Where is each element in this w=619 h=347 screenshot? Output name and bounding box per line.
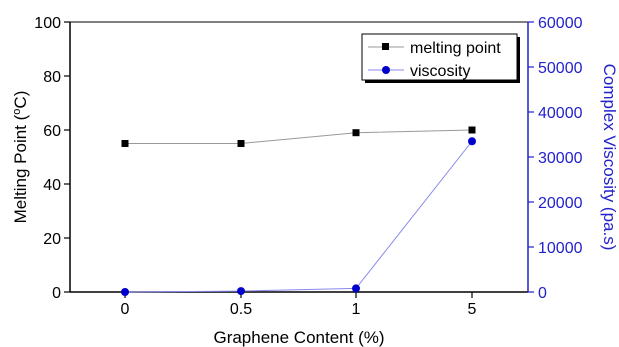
left-axis-ticks: 0 20 40 60 80 100 (34, 15, 70, 302)
series-line-melting-point (125, 129, 473, 144)
data-point-melting-point (468, 126, 476, 134)
legend-label-viscosity: viscosity (410, 63, 470, 80)
left-axis-title: Melting Point (oC) (11, 91, 30, 224)
right-axis-title: Complex Viscosity (pa.s) (600, 64, 619, 251)
data-point-viscosity (121, 288, 129, 296)
left-tick-label: 40 (43, 177, 61, 194)
left-tick-label: 60 (43, 123, 61, 140)
legend-marker-viscosity (382, 66, 390, 74)
right-axis-ticks: 0 10000 20000 30000 40000 50000 60000 (528, 15, 583, 302)
x-tick-label: 0.5 (230, 301, 252, 318)
series-layer (121, 126, 476, 296)
right-tick-label: 60000 (538, 15, 583, 32)
data-point-viscosity (468, 137, 476, 146)
left-tick-label: 20 (43, 231, 61, 248)
right-tick-label: 0 (538, 285, 547, 302)
left-tick-label: 0 (52, 285, 61, 302)
x-tick-label: 1 (352, 301, 361, 318)
left-tick-label: 80 (43, 69, 61, 86)
x-tick-label: 0 (121, 301, 130, 318)
right-tick-label: 30000 (538, 150, 583, 167)
legend: melting point viscosity (361, 33, 520, 83)
series-line-viscosity (124, 140, 473, 293)
data-point-melting-point (352, 129, 360, 137)
x-axis-ticks: 0 0.5 1 5 (121, 292, 477, 318)
x-axis-title: Graphene Content (%) (213, 328, 384, 347)
data-point-melting-point (237, 140, 245, 147)
right-tick-label: 50000 (538, 60, 583, 77)
data-point-viscosity (352, 284, 360, 293)
right-tick-label: 40000 (538, 105, 583, 122)
legend-marker-melting-point (382, 43, 389, 50)
left-tick-label: 100 (34, 15, 61, 32)
legend-label-melting-point: melting point (410, 40, 501, 57)
right-tick-label: 20000 (538, 195, 583, 212)
data-point-melting-point (121, 140, 129, 147)
data-point-viscosity (237, 287, 245, 296)
x-tick-label: 5 (468, 301, 477, 318)
right-tick-label: 10000 (538, 240, 583, 257)
